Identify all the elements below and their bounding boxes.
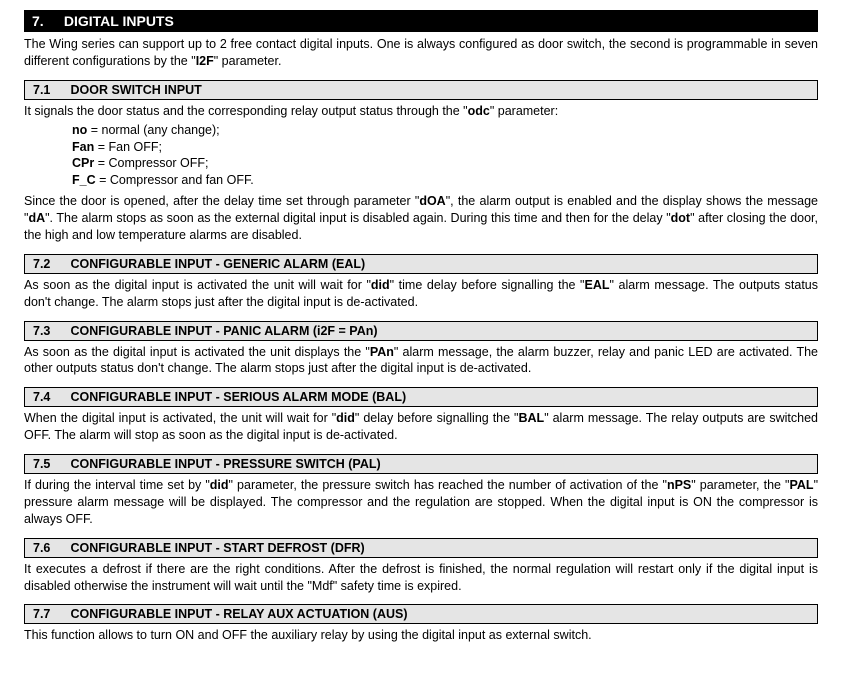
text: " parameter.	[214, 54, 282, 68]
text: " parameter:	[490, 104, 558, 118]
section-7-2-header: 7.2 CONFIGURABLE INPUT - GENERIC ALARM (…	[24, 254, 818, 274]
param-eal: EAL	[585, 278, 610, 292]
param-did: did	[336, 411, 355, 425]
param-pal: PAL	[789, 478, 813, 492]
list-item: Fan = Fan OFF;	[72, 139, 818, 156]
section-7-1-header: 7.1 DOOR SWITCH INPUT	[24, 80, 818, 100]
text: " parameter, the "	[691, 478, 789, 492]
odc-values-list: no = normal (any change); Fan = Fan OFF;…	[72, 122, 818, 190]
subsection-title: DOOR SWITCH INPUT	[70, 83, 201, 97]
section-7-5-body: If during the interval time set by "did"…	[24, 477, 818, 528]
section-7-header: 7. DIGITAL INPUTS	[24, 10, 818, 32]
section-7-intro: The Wing series can support up to 2 free…	[24, 36, 818, 70]
subsection-number: 7.3	[33, 324, 67, 338]
param-nps: nPS	[667, 478, 691, 492]
subsection-number: 7.5	[33, 457, 67, 471]
subsection-number: 7.7	[33, 607, 67, 621]
subsection-number: 7.1	[33, 83, 67, 97]
list-item: no = normal (any change);	[72, 122, 818, 139]
key-fan: Fan	[72, 140, 94, 154]
text: It executes a defrost if there are the r…	[24, 562, 818, 593]
param-odc: odc	[468, 104, 490, 118]
section-7-1-lead: It signals the door status and the corre…	[24, 103, 818, 120]
text: " time delay before signalling the "	[390, 278, 585, 292]
page-content: 7. DIGITAL INPUTS The Wing series can su…	[0, 0, 842, 674]
text: This function allows to turn ON and OFF …	[24, 628, 592, 642]
section-7-7-body: This function allows to turn ON and OFF …	[24, 627, 818, 644]
param-did: did	[210, 478, 229, 492]
param-da: dA	[28, 211, 45, 225]
val: = Compressor and fan OFF.	[96, 173, 254, 187]
text: Since the door is opened, after the dela…	[24, 194, 419, 208]
section-7-3-header: 7.3 CONFIGURABLE INPUT - PANIC ALARM (i2…	[24, 321, 818, 341]
section-7-3-body: As soon as the digital input is activate…	[24, 344, 818, 378]
section-7-6-body: It executes a defrost if there are the r…	[24, 561, 818, 595]
val: = Fan OFF;	[94, 140, 162, 154]
key-no: no	[72, 123, 87, 137]
subsection-number: 7.2	[33, 257, 67, 271]
section-number: 7.	[32, 13, 60, 29]
text: " delay before signalling the "	[355, 411, 519, 425]
section-7-5-header: 7.5 CONFIGURABLE INPUT - PRESSURE SWITCH…	[24, 454, 818, 474]
text: As soon as the digital input is activate…	[24, 278, 371, 292]
list-item: CPr = Compressor OFF;	[72, 155, 818, 172]
val: = normal (any change);	[87, 123, 219, 137]
subsection-number: 7.6	[33, 541, 67, 555]
subsection-title: CONFIGURABLE INPUT - SERIOUS ALARM MODE …	[70, 390, 406, 404]
text: When the digital input is activated, the…	[24, 411, 336, 425]
subsection-title: CONFIGURABLE INPUT - GENERIC ALARM (EAL)	[70, 257, 365, 271]
section-7-6-header: 7.6 CONFIGURABLE INPUT - START DEFROST (…	[24, 538, 818, 558]
section-7-7-header: 7.7 CONFIGURABLE INPUT - RELAY AUX ACTUA…	[24, 604, 818, 624]
text: " parameter, the pressure switch has rea…	[229, 478, 667, 492]
val: = Compressor OFF;	[94, 156, 208, 170]
subsection-title: CONFIGURABLE INPUT - PANIC ALARM (i2F = …	[70, 324, 377, 338]
subsection-number: 7.4	[33, 390, 67, 404]
key-cpr: CPr	[72, 156, 94, 170]
param-doa: dOA	[419, 194, 445, 208]
section-7-1-body: Since the door is opened, after the dela…	[24, 193, 818, 244]
key-fc: F_C	[72, 173, 96, 187]
text: If during the interval time set by "	[24, 478, 210, 492]
param-pan: PAn	[370, 345, 394, 359]
section-title: DIGITAL INPUTS	[64, 13, 174, 29]
param-dot: dot	[671, 211, 690, 225]
section-7-4-body: When the digital input is activated, the…	[24, 410, 818, 444]
param-did: did	[371, 278, 390, 292]
section-7-4-header: 7.4 CONFIGURABLE INPUT - SERIOUS ALARM M…	[24, 387, 818, 407]
param-bal: BAL	[518, 411, 544, 425]
param-i2f: I2F	[196, 54, 214, 68]
text: The Wing series can support up to 2 free…	[24, 37, 818, 68]
text: It signals the door status and the corre…	[24, 104, 468, 118]
section-7-2-body: As soon as the digital input is activate…	[24, 277, 818, 311]
subsection-title: CONFIGURABLE INPUT - START DEFROST (DFR)	[70, 541, 364, 555]
text: ". The alarm stops as soon as the extern…	[45, 211, 671, 225]
text: As soon as the digital input is activate…	[24, 345, 370, 359]
subsection-title: CONFIGURABLE INPUT - RELAY AUX ACTUATION…	[70, 607, 407, 621]
subsection-title: CONFIGURABLE INPUT - PRESSURE SWITCH (PA…	[70, 457, 380, 471]
list-item: F_C = Compressor and fan OFF.	[72, 172, 818, 189]
